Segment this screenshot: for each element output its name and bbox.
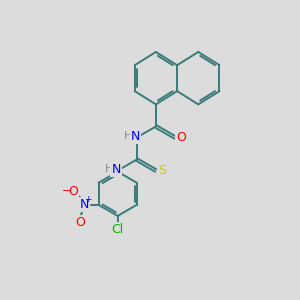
Text: O: O [68,185,78,198]
Text: Cl: Cl [112,223,124,236]
Text: −: − [62,186,72,196]
Text: H: H [105,164,113,174]
Text: N: N [130,130,140,142]
Text: S: S [158,164,166,177]
Text: O: O [176,131,186,144]
Text: +: + [85,195,92,204]
Text: O: O [75,216,85,229]
Text: N: N [112,163,121,176]
Text: H: H [124,131,132,141]
Text: N: N [80,198,89,211]
